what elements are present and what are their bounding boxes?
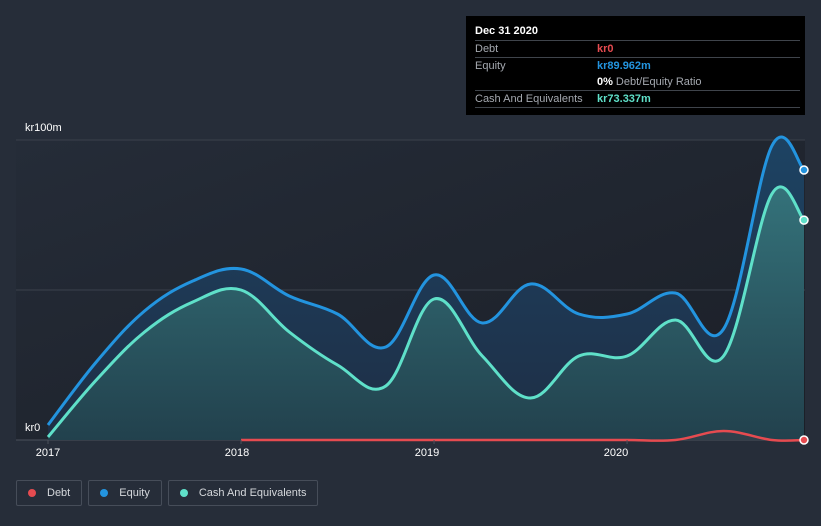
tooltip-row-cash: Cash And Equivalents kr73.337m: [475, 91, 800, 107]
x-label-2018: 2018: [224, 447, 250, 459]
tooltip-cash-label: Cash And Equivalents: [475, 93, 583, 105]
chart-tooltip: Dec 31 2020 Debt kr0 Equity kr89.962m 0%…: [466, 16, 805, 115]
tooltip-equity-value: kr89.962m: [597, 60, 651, 72]
debt-dot-icon: [28, 489, 36, 497]
legend-item-equity[interactable]: Equity: [88, 480, 162, 506]
cash-dot-icon: [179, 489, 188, 497]
x-axis-ticks: [47, 440, 628, 444]
tooltip-debt-label: Debt: [475, 43, 499, 55]
y-axis-max-label: kr100m: [25, 122, 62, 134]
tooltip-row-ratio: 0% Debt/Equity Ratio: [475, 74, 800, 90]
tooltip-ratio-label: Debt/Equity Ratio: [615, 76, 702, 88]
tooltip-divider: [475, 90, 800, 91]
tooltip-date: Dec 31 2020: [475, 25, 538, 37]
tooltip-divider: [475, 57, 800, 58]
legend-label: Debt: [47, 487, 71, 499]
legend-item-debt[interactable]: Debt: [16, 480, 83, 506]
tooltip-equity-label: Equity: [475, 60, 506, 72]
legend-label: Cash And Equivalents: [198, 487, 307, 499]
debt-area: [241, 431, 805, 441]
tooltip-debt-value: kr0: [597, 43, 614, 55]
x-label-2019: 2019: [414, 447, 440, 459]
tooltip-cash-value: kr73.337m: [597, 93, 651, 105]
tooltip-divider: [475, 107, 800, 108]
equity-dot-icon: [100, 489, 109, 497]
tooltip-row-equity: Equity kr89.962m: [475, 58, 800, 74]
tooltip-ratio: 0% Debt/Equity Ratio: [597, 76, 702, 88]
legend-item-cash[interactable]: Cash And Equivalents: [167, 480, 319, 506]
series-end-markers: [799, 165, 809, 445]
debt-line: [241, 429, 805, 442]
equity-line: [46, 135, 806, 426]
cash-line: [46, 185, 806, 438]
tooltip-ratio-value: 0%: [597, 76, 613, 88]
cash-area: [48, 186, 804, 440]
tooltip-row-debt: Debt kr0: [475, 41, 800, 57]
x-label-2020: 2020: [603, 447, 629, 459]
chart-legend: Debt Equity Cash And Equivalents: [16, 480, 319, 506]
tooltip-divider: [475, 40, 800, 41]
x-label-2017: 2017: [35, 447, 61, 459]
legend-label: Equity: [119, 487, 150, 499]
y-axis-zero-label: kr0: [25, 422, 41, 434]
